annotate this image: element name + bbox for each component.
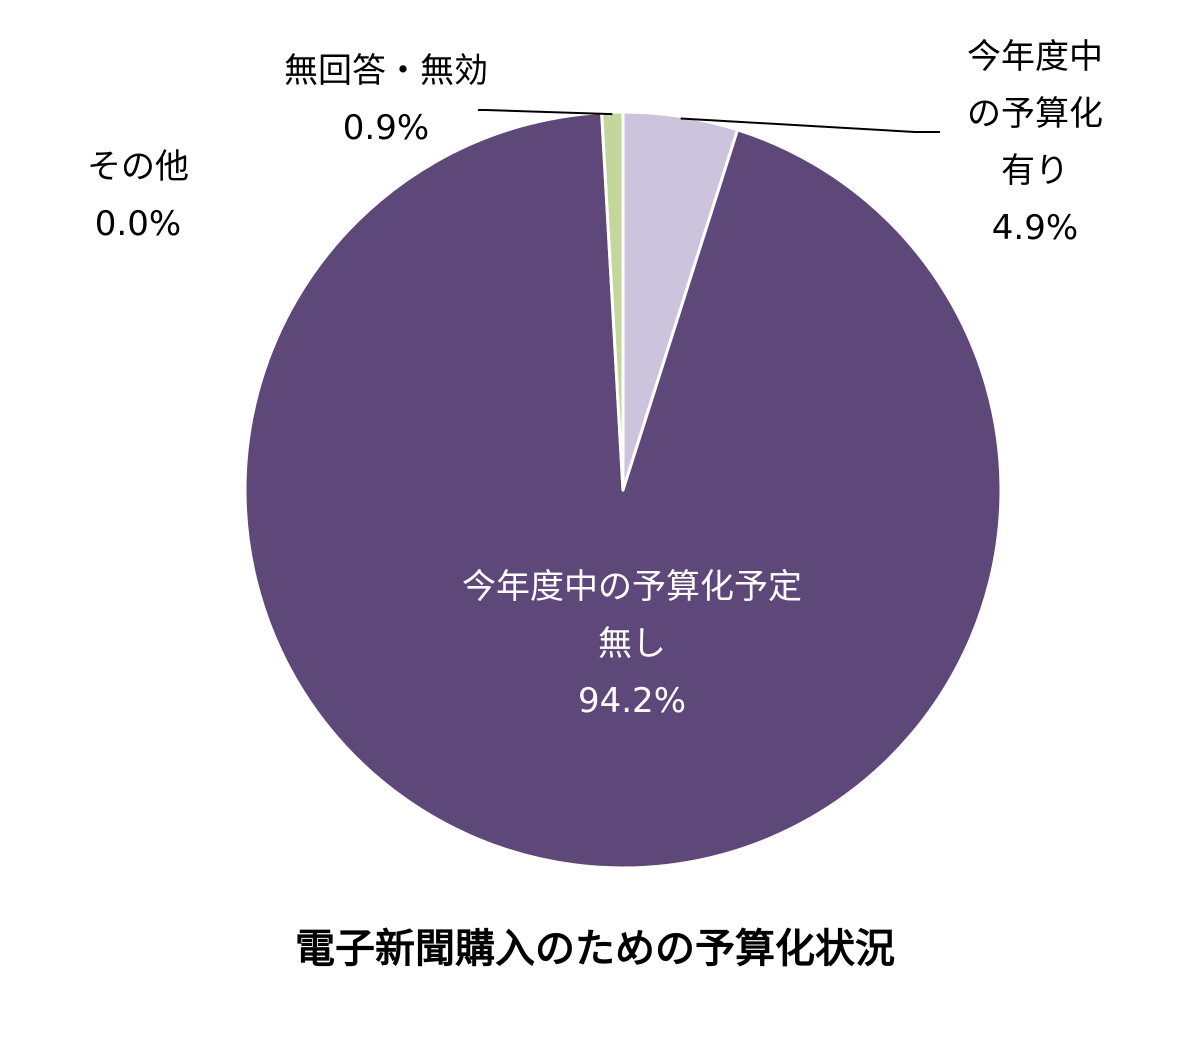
slice-name-label-3-0: 無回答・無効	[284, 51, 488, 91]
slice-name-label-1-0: 今年度中の予算化予定	[462, 567, 802, 607]
slice-name-label-0-0: 今年度中	[967, 37, 1103, 77]
slice-value-label-3: 0.9%	[343, 108, 429, 148]
leader-line-3	[478, 109, 613, 116]
leader-line-0	[680, 117, 940, 133]
chart-title: 電子新聞購入のための予算化状況	[295, 926, 895, 972]
slice-name-label-2-0: その他	[87, 147, 189, 187]
pie-slices	[243, 110, 1003, 870]
slice-name-label-0-2: 有り	[1001, 151, 1069, 191]
slice-value-label-2: 0.0%	[95, 204, 181, 244]
pie-slice-3	[600, 110, 625, 492]
slice-name-label-0-1: の予算化	[967, 94, 1103, 134]
slice-name-label-1-1: 無し	[598, 624, 666, 664]
slice-value-label-1: 94.2%	[578, 681, 686, 721]
slice-value-label-0: 4.9%	[992, 208, 1078, 248]
leader-lines	[478, 109, 940, 133]
